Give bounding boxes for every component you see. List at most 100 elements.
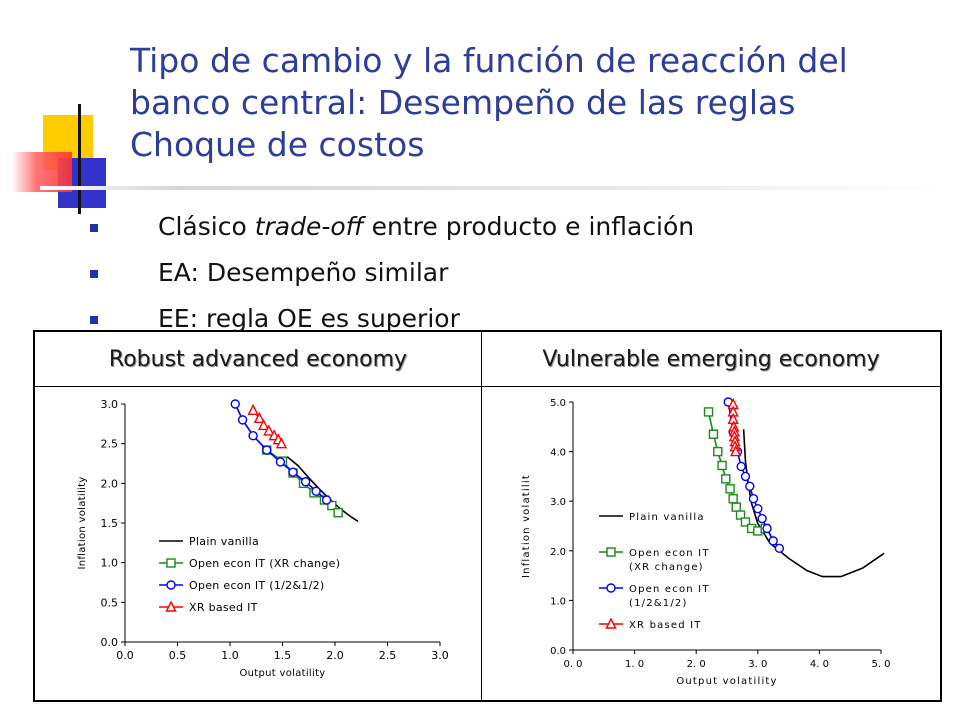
legend-entry: XR based IT xyxy=(599,617,702,631)
y-tick-label: 1.0 xyxy=(101,557,119,570)
legend-label: Open econ IT xyxy=(629,548,710,559)
header-vulnerable-emerging: Vulnerable emerging economy xyxy=(542,346,880,372)
data-point xyxy=(774,543,785,554)
data-point xyxy=(757,513,767,524)
data-point xyxy=(740,471,751,482)
legend-entry: XR based IT xyxy=(159,600,258,614)
slide-title: Tipo de cambio y la función de reacción … xyxy=(130,40,930,166)
legend-entry: Open econ IT (1/2&1/2) xyxy=(599,583,708,609)
data-point xyxy=(725,484,735,494)
x-tick-label: 2.0 xyxy=(326,649,344,662)
legend-entry: Open econ IT (XR change) xyxy=(599,547,710,573)
bullet-marker xyxy=(90,270,98,278)
bullet-marker xyxy=(90,224,98,232)
data-point xyxy=(735,510,746,520)
data-point xyxy=(731,502,741,512)
data-point xyxy=(721,474,731,484)
data-point xyxy=(263,424,275,436)
bullet-text: EE: regla OE es superior xyxy=(158,304,460,333)
data-point xyxy=(729,445,742,457)
data-point xyxy=(736,461,746,472)
x-tick-label: 0. 0 xyxy=(563,659,582,670)
data-point xyxy=(748,494,759,504)
data-point xyxy=(230,399,240,409)
data-point xyxy=(327,500,337,511)
x-tick-label: 5. 0 xyxy=(871,659,890,670)
data-point xyxy=(321,495,332,505)
y-axis-label: Inflation volatility xyxy=(77,476,88,569)
y-tick-label: 0.0 xyxy=(550,646,566,657)
x-tick-label: 1.0 xyxy=(221,649,239,662)
table-divider-horizontal xyxy=(35,386,940,387)
y-tick-label: 0.0 xyxy=(101,636,119,649)
data-point xyxy=(311,486,321,496)
legend-label: XR based IT xyxy=(189,601,258,614)
series-3 xyxy=(727,397,742,457)
legend-entry: Plain vanilla xyxy=(159,535,259,548)
x-tick-label: 3. 0 xyxy=(748,659,767,670)
data-point xyxy=(703,407,714,417)
chart-advanced-economy: 0.0 0.5 1.0 1.5 2.0 2.5 3.0 0.0 0.5 1.0 1.5 2.0 2.5 3… xyxy=(77,398,449,679)
x-tick-label: 3.0 xyxy=(431,649,449,662)
data-point xyxy=(333,507,343,518)
slide-title-line-2: banco central: Desempeño de las reglas xyxy=(130,83,796,122)
y-tick-label: 2.0 xyxy=(550,547,566,558)
y-tick-label: 1.5 xyxy=(101,517,119,530)
y-axis-label: Inflation volatilit xyxy=(521,474,532,578)
data-point xyxy=(262,445,272,455)
comparison-table: Robust advanced economy Vulnerable emerg… xyxy=(33,330,942,702)
series-line xyxy=(742,429,885,578)
data-point xyxy=(745,481,755,492)
legend-label: Plain vanilla xyxy=(629,512,705,523)
y-tick-label: 5.0 xyxy=(550,398,566,409)
data-point xyxy=(768,536,778,546)
data-point xyxy=(717,460,727,471)
data-point xyxy=(288,467,298,477)
x-tick-label: 2.5 xyxy=(379,649,397,662)
legend-marker xyxy=(165,600,177,612)
deco-red-square xyxy=(12,152,72,192)
y-tick-label: 3.0 xyxy=(101,398,119,411)
data-point xyxy=(753,503,763,514)
y-tick-label: 0.5 xyxy=(101,596,119,609)
bullet-text: Clásico trade-off entre producto e infla… xyxy=(158,212,695,241)
legend-entry: Plain vanilla xyxy=(599,512,705,523)
bullet-marker xyxy=(90,316,98,324)
data-point xyxy=(708,429,719,439)
legend-label: (1/2&1/2) xyxy=(629,598,688,609)
data-point xyxy=(257,418,270,431)
legend-entry: Open econ IT (XR change) xyxy=(159,557,340,570)
table-divider-vertical xyxy=(481,332,482,700)
legend-label: Open econ IT (1/2&1/2) xyxy=(189,579,325,592)
legend-label: Plain vanilla xyxy=(189,535,259,548)
data-point xyxy=(713,446,723,457)
y-tick-label: 1.0 xyxy=(550,596,566,607)
slide-title-line-3: Choque de costos xyxy=(130,125,425,164)
y-tick-label: 2.0 xyxy=(101,477,119,490)
x-tick-label: 1. 0 xyxy=(625,659,644,670)
legend-marker xyxy=(606,547,616,557)
data-point xyxy=(253,411,266,423)
legend-marker xyxy=(605,617,617,629)
legend-label: Open econ IT (XR change) xyxy=(189,557,340,570)
data-point xyxy=(237,415,248,425)
legend-entry: Open econ IT (1/2&1/2) xyxy=(159,579,325,592)
legend-marker xyxy=(166,580,176,590)
chart-emerging-economy: 0. 0 1. 0 2. 0 3. 0 4. 0 5. 0 0.0 1.0 2.0 3.0 4.0 5… xyxy=(521,397,891,687)
series-3 xyxy=(247,403,288,449)
series-line xyxy=(234,403,328,501)
legend-marker xyxy=(606,583,616,593)
x-tick-label: 0.0 xyxy=(116,649,134,662)
x-tick-label: 2. 0 xyxy=(687,659,706,670)
x-tick-label: 4. 0 xyxy=(810,659,829,670)
y-tick-label: 2.5 xyxy=(101,438,119,451)
data-point xyxy=(247,403,259,416)
x-axis-label: Output volatility xyxy=(239,668,325,679)
data-point xyxy=(728,494,738,504)
x-tick-label: 0.5 xyxy=(169,649,187,662)
bullet-text: EA: Desempeño similar xyxy=(158,258,449,287)
legend-label: XR based IT xyxy=(629,620,702,631)
data-point xyxy=(275,437,288,449)
legend-label: (XR change) xyxy=(629,562,704,573)
data-point xyxy=(275,457,286,467)
